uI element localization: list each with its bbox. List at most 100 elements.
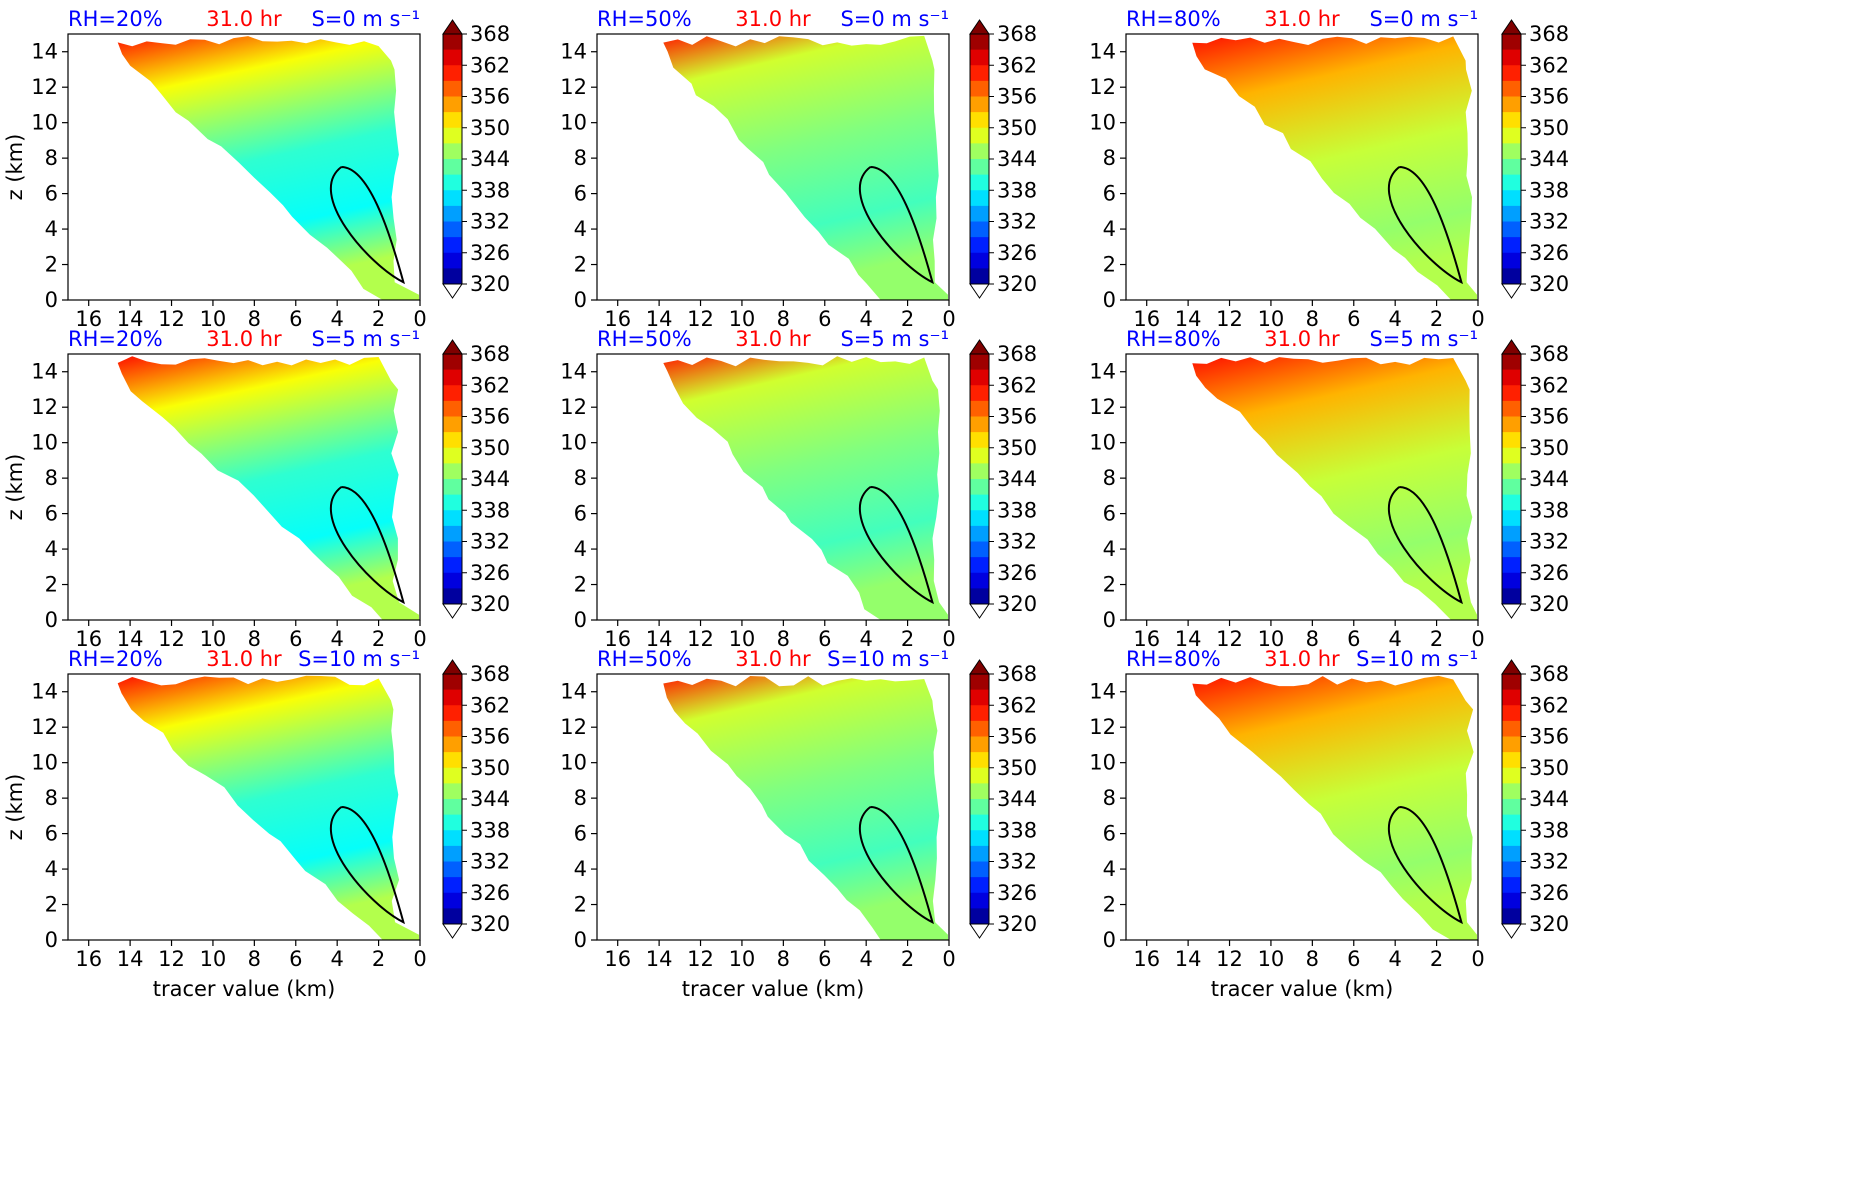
contour-line bbox=[1387, 166, 1463, 285]
colorbar-tick-label: 332 bbox=[470, 210, 510, 234]
colorbar-segment bbox=[443, 96, 462, 113]
colorbar-tick-label: 320 bbox=[1529, 272, 1569, 296]
colorbar-segment bbox=[970, 799, 989, 816]
colorbar-segment bbox=[1502, 432, 1521, 449]
y-tick-label: 2 bbox=[1103, 893, 1116, 917]
colorbar-segment bbox=[970, 736, 989, 753]
colorbar-tick-label: 338 bbox=[1529, 498, 1569, 522]
x-tick-label: 10 bbox=[200, 307, 227, 331]
y-tick-label: 2 bbox=[1103, 253, 1116, 277]
colorbar-segment bbox=[970, 432, 989, 449]
contour-line bbox=[329, 166, 405, 285]
colorbar-segment bbox=[1502, 572, 1521, 589]
x-tick-label: 0 bbox=[942, 947, 955, 971]
x-tick-label: 10 bbox=[729, 947, 756, 971]
x-tick-label: 12 bbox=[1216, 307, 1243, 331]
colorbar-tick-label: 338 bbox=[997, 818, 1037, 842]
colorbar-tick-label: 362 bbox=[470, 693, 510, 717]
x-tick-label: 14 bbox=[646, 627, 673, 651]
colorbar-segment bbox=[1502, 252, 1521, 269]
y-tick-label: 6 bbox=[1103, 182, 1116, 206]
shear-label: S=0 m s⁻¹ bbox=[840, 7, 949, 31]
colorbar-tick-label: 368 bbox=[470, 22, 510, 46]
x-tick-label: 14 bbox=[117, 627, 144, 651]
x-tick-label: 10 bbox=[1258, 307, 1285, 331]
colorbar-segment bbox=[1502, 34, 1521, 51]
shear-label: S=10 m s⁻¹ bbox=[298, 647, 420, 671]
colorbar-tick-label: 320 bbox=[997, 912, 1037, 936]
x-axis-label: tracer value (km) bbox=[1211, 977, 1394, 1001]
colorbar-segment bbox=[970, 814, 989, 831]
colorbar-segment bbox=[443, 541, 462, 558]
x-tick-label: 12 bbox=[158, 947, 185, 971]
colorbar-tick-label: 368 bbox=[997, 22, 1037, 46]
colorbar-segment bbox=[1502, 541, 1521, 558]
colorbar-tick-label: 356 bbox=[997, 405, 1037, 429]
colorbar-tick-label: 326 bbox=[1529, 561, 1569, 585]
x-tick-label: 4 bbox=[1388, 627, 1401, 651]
panel-1-2: RH=80% 31.0 hr S=5 m s⁻¹ 16 14 12 10 8 6 4 2 0 0 2 4 6 8… bbox=[1089, 327, 1569, 651]
y-tick-label: 0 bbox=[1103, 608, 1116, 632]
colorbar-segment bbox=[1502, 877, 1521, 894]
y-tick-label: 8 bbox=[1103, 466, 1116, 490]
colorbar-extend-bottom bbox=[1501, 603, 1522, 619]
colorbar-tick-label: 350 bbox=[1529, 756, 1569, 780]
y-tick-label: 12 bbox=[31, 75, 58, 99]
colorbar: 368 362 356 350 344 338 332 326 320 bbox=[442, 19, 510, 299]
colorbar-segment bbox=[1502, 416, 1521, 433]
colorbar-segment bbox=[1502, 463, 1521, 480]
colorbar-segment bbox=[443, 783, 462, 800]
colorbar-segment bbox=[443, 159, 462, 176]
colorbar-tick-label: 368 bbox=[470, 342, 510, 366]
colorbar-tick-label: 362 bbox=[470, 373, 510, 397]
y-tick-label: 0 bbox=[1103, 928, 1116, 952]
colorbar-tick-label: 344 bbox=[997, 787, 1037, 811]
colorbar-segment bbox=[443, 767, 462, 784]
x-tick-label: 12 bbox=[687, 307, 714, 331]
y-tick-label: 12 bbox=[1089, 75, 1116, 99]
colorbar-segment bbox=[970, 80, 989, 98]
colorbar-segment bbox=[970, 354, 989, 371]
colorbar-segment bbox=[1502, 354, 1521, 371]
theta-e-field bbox=[663, 35, 948, 301]
colorbar-segment bbox=[1502, 799, 1521, 816]
y-tick-label: 0 bbox=[45, 928, 58, 952]
x-tick-label: 10 bbox=[729, 627, 756, 651]
colorbar-extend-bottom bbox=[969, 603, 990, 619]
panel-2-0: RH=20% 31.0 hr S=10 m s⁻¹ 16 14 12 10 8 6 4 2 0 0 2 4 6… bbox=[3, 647, 510, 1001]
colorbar-segment bbox=[970, 34, 989, 51]
colorbar-tick-label: 344 bbox=[1529, 787, 1569, 811]
colorbar-segment bbox=[970, 174, 989, 191]
y-tick-label: 6 bbox=[45, 502, 58, 526]
x-tick-label: 8 bbox=[248, 947, 261, 971]
shear-label: S=0 m s⁻¹ bbox=[1369, 7, 1478, 31]
x-tick-label: 14 bbox=[1175, 947, 1202, 971]
y-tick-label: 2 bbox=[574, 893, 587, 917]
x-tick-label: 8 bbox=[1306, 627, 1319, 651]
colorbar-segment bbox=[970, 892, 989, 909]
colorbar-segment bbox=[443, 689, 462, 706]
x-tick-label: 8 bbox=[777, 947, 790, 971]
x-tick-label: 4 bbox=[859, 627, 872, 651]
colorbar-segment bbox=[970, 752, 989, 769]
colorbar-tick-label: 332 bbox=[997, 850, 1037, 874]
colorbar-tick-label: 350 bbox=[1529, 116, 1569, 140]
colorbar-tick-label: 350 bbox=[997, 756, 1037, 780]
colorbar-extend-top bbox=[1501, 339, 1522, 355]
x-tick-label: 16 bbox=[1133, 627, 1160, 651]
colorbar-tick-label: 362 bbox=[997, 693, 1037, 717]
colorbar-segment bbox=[970, 720, 989, 738]
colorbar-tick-label: 368 bbox=[1529, 342, 1569, 366]
colorbar-tick-label: 368 bbox=[1529, 22, 1569, 46]
colorbar-tick-label: 332 bbox=[470, 530, 510, 554]
colorbar-extend-bottom bbox=[442, 923, 463, 939]
colorbar-segment bbox=[970, 588, 989, 605]
colorbar-segment bbox=[970, 689, 989, 706]
x-tick-label: 6 bbox=[289, 947, 302, 971]
colorbar-tick-label: 362 bbox=[997, 373, 1037, 397]
colorbar-tick-label: 356 bbox=[997, 725, 1037, 749]
y-tick-label: 0 bbox=[574, 288, 587, 312]
colorbar: 368 362 356 350 344 338 332 326 320 bbox=[969, 339, 1037, 619]
y-tick-label: 14 bbox=[560, 360, 587, 384]
colorbar-segment bbox=[443, 463, 462, 480]
